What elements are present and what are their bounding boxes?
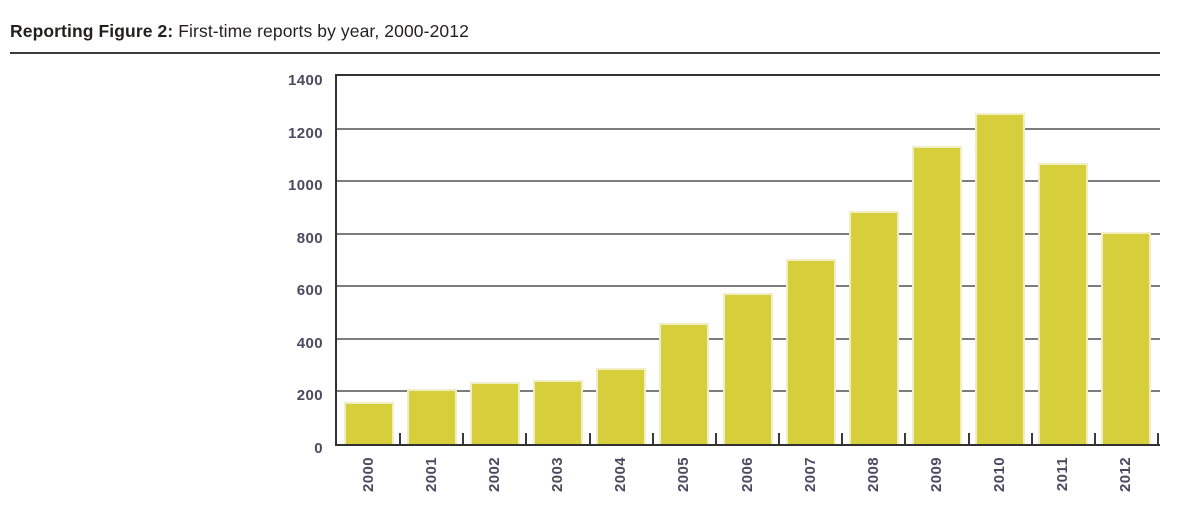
y-axis-tick-label: 1200 — [288, 124, 323, 142]
bar-2003 — [533, 380, 584, 444]
x-axis-tick-label: 2011 — [1054, 457, 1071, 492]
gridline-600 — [337, 285, 1160, 288]
y-axis-tick-label: 1000 — [288, 177, 323, 195]
x-axis-tick — [714, 433, 717, 444]
x-axis-tick — [1030, 433, 1033, 444]
gridline-1000 — [337, 180, 1160, 183]
x-axis-tick-label: 2008 — [865, 457, 882, 492]
bar-2008 — [848, 211, 899, 444]
bar-2011 — [1038, 163, 1089, 444]
bar-2005 — [659, 323, 710, 444]
x-axis-tick — [967, 433, 970, 444]
gridline-1200 — [337, 127, 1160, 130]
figure-title-label: Reporting Figure 2: — [10, 21, 174, 41]
bar-2002 — [469, 382, 520, 444]
x-axis-tick-label: 2001 — [423, 457, 440, 492]
y-axis-tick-label: 0 — [314, 440, 323, 457]
x-axis-tick-label: 2000 — [360, 457, 377, 492]
bar-2000 — [343, 402, 394, 444]
bar-2009 — [911, 146, 962, 444]
x-axis-tick — [841, 433, 844, 444]
x-axis-tick — [1157, 433, 1159, 444]
plot-area — [335, 74, 1160, 446]
x-axis-tick — [778, 433, 781, 444]
y-axis-tick-label: 800 — [296, 229, 323, 247]
x-axis-tick-label: 2002 — [486, 457, 503, 492]
bar-2004 — [596, 368, 647, 444]
bar-2006 — [722, 293, 773, 444]
x-axis-tick — [462, 433, 465, 444]
figure-title-text: First-time reports by year, 2000-2012 — [178, 21, 469, 41]
x-axis-tick-label: 2005 — [675, 457, 692, 492]
y-axis-tick-label: 200 — [296, 387, 323, 405]
x-axis-tick — [588, 433, 591, 444]
x-axis-tick — [399, 433, 402, 444]
y-axis-tick-label: 600 — [296, 282, 323, 300]
x-axis-tick-label: 2010 — [991, 457, 1008, 492]
bar-2012 — [1101, 232, 1152, 444]
bar-2010 — [975, 113, 1026, 444]
title-divider — [10, 52, 1160, 54]
x-axis-tick-label: 2007 — [802, 457, 819, 492]
bar-2001 — [406, 389, 457, 444]
x-axis-tick-label: 2012 — [1117, 457, 1134, 492]
x-axis-tick-label: 2003 — [549, 457, 566, 492]
x-axis-tick — [651, 433, 654, 444]
y-axis-tick-label: 400 — [296, 334, 323, 352]
bar-2007 — [785, 259, 836, 444]
x-axis-tick — [904, 433, 907, 444]
x-axis-tick-label: 2006 — [739, 457, 756, 492]
figure-title: Reporting Figure 2: First-time reports b… — [10, 21, 469, 42]
x-axis-tick-label: 2009 — [928, 457, 945, 492]
x-axis-tick — [1093, 433, 1096, 444]
x-axis-tick — [525, 433, 528, 444]
y-axis-tick-label: 1400 — [288, 72, 323, 89]
x-axis-tick-label: 2004 — [612, 457, 629, 492]
gridline-800 — [337, 232, 1160, 235]
